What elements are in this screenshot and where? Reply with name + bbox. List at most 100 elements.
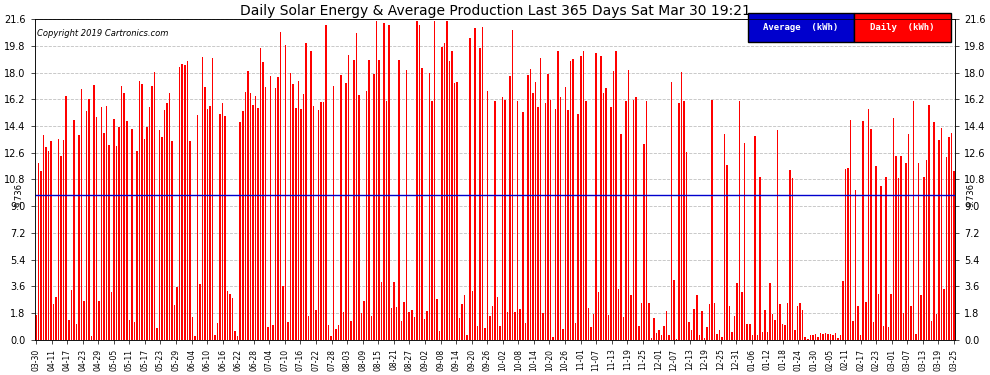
Bar bbox=[908, 134, 910, 339]
Bar bbox=[259, 48, 261, 339]
Bar bbox=[565, 87, 566, 339]
Bar bbox=[911, 306, 912, 339]
Bar bbox=[134, 321, 135, 339]
Bar bbox=[852, 321, 854, 339]
Bar bbox=[189, 141, 190, 339]
Bar bbox=[916, 334, 917, 339]
Bar bbox=[41, 171, 42, 339]
Bar bbox=[78, 135, 79, 339]
Bar bbox=[131, 129, 133, 339]
Bar bbox=[658, 330, 659, 339]
Bar bbox=[830, 334, 832, 339]
Bar bbox=[328, 325, 330, 339]
Bar bbox=[771, 314, 773, 339]
Bar bbox=[847, 168, 848, 339]
Bar bbox=[174, 305, 175, 339]
Bar bbox=[363, 301, 364, 339]
Bar bbox=[678, 103, 680, 339]
Bar bbox=[370, 316, 372, 339]
Bar bbox=[75, 324, 77, 339]
Bar bbox=[98, 301, 100, 339]
Bar bbox=[645, 101, 647, 339]
Bar bbox=[184, 65, 185, 339]
Bar bbox=[857, 306, 859, 339]
Bar bbox=[242, 111, 244, 339]
FancyBboxPatch shape bbox=[748, 13, 854, 42]
Bar bbox=[724, 134, 726, 339]
Bar bbox=[124, 93, 125, 339]
Bar bbox=[530, 69, 531, 339]
Bar bbox=[55, 297, 56, 339]
Bar bbox=[432, 101, 433, 339]
Bar bbox=[471, 291, 473, 339]
Bar bbox=[378, 60, 380, 339]
Bar bbox=[746, 324, 748, 339]
Bar bbox=[759, 177, 760, 339]
Bar bbox=[789, 170, 791, 339]
Bar bbox=[840, 334, 842, 339]
Bar bbox=[106, 106, 107, 339]
Bar bbox=[727, 165, 728, 339]
Bar bbox=[577, 114, 579, 339]
Bar bbox=[782, 324, 783, 339]
Bar bbox=[522, 112, 524, 339]
Bar bbox=[923, 177, 925, 339]
Bar bbox=[822, 334, 824, 339]
Bar bbox=[310, 51, 312, 339]
Bar bbox=[48, 151, 50, 339]
Bar bbox=[204, 87, 206, 339]
Bar bbox=[875, 166, 876, 339]
Bar bbox=[641, 303, 643, 339]
Bar bbox=[254, 96, 256, 339]
Bar bbox=[732, 332, 733, 339]
Bar bbox=[331, 336, 332, 339]
Bar bbox=[815, 334, 816, 339]
Bar bbox=[396, 307, 397, 339]
Bar bbox=[547, 74, 548, 339]
Bar bbox=[554, 109, 556, 339]
Bar bbox=[557, 51, 558, 339]
Bar bbox=[844, 170, 846, 339]
Bar bbox=[817, 338, 819, 339]
Bar bbox=[347, 55, 349, 339]
Bar bbox=[582, 51, 584, 339]
Bar bbox=[903, 314, 904, 339]
Bar bbox=[754, 136, 755, 339]
Bar bbox=[520, 309, 521, 339]
Bar bbox=[945, 157, 947, 339]
Bar bbox=[525, 323, 526, 339]
Bar bbox=[499, 326, 501, 339]
Bar bbox=[673, 280, 675, 339]
Bar bbox=[148, 107, 150, 339]
Bar bbox=[70, 290, 72, 339]
Bar bbox=[696, 295, 698, 339]
Bar bbox=[262, 62, 263, 339]
Bar bbox=[936, 314, 938, 339]
Bar bbox=[453, 83, 455, 339]
Bar bbox=[751, 335, 753, 339]
Bar bbox=[406, 70, 408, 339]
Bar bbox=[52, 304, 54, 339]
Bar bbox=[119, 128, 120, 339]
Bar bbox=[492, 306, 493, 339]
Bar bbox=[797, 306, 798, 339]
Bar bbox=[512, 30, 514, 339]
Bar bbox=[890, 294, 892, 339]
Text: Copyright 2019 Cartronics.com: Copyright 2019 Cartronics.com bbox=[37, 29, 168, 38]
Bar bbox=[158, 130, 160, 339]
Bar bbox=[779, 304, 781, 339]
Bar bbox=[161, 137, 162, 339]
Bar bbox=[421, 68, 423, 339]
Bar bbox=[451, 51, 452, 339]
Bar bbox=[80, 90, 82, 339]
Bar bbox=[507, 312, 509, 339]
Bar bbox=[388, 25, 390, 339]
Bar bbox=[114, 120, 115, 339]
Bar bbox=[57, 139, 59, 339]
Bar bbox=[855, 190, 856, 339]
Bar bbox=[287, 322, 289, 339]
Bar bbox=[341, 75, 342, 339]
Bar bbox=[139, 81, 141, 339]
Bar bbox=[264, 87, 266, 339]
Bar bbox=[227, 291, 229, 339]
